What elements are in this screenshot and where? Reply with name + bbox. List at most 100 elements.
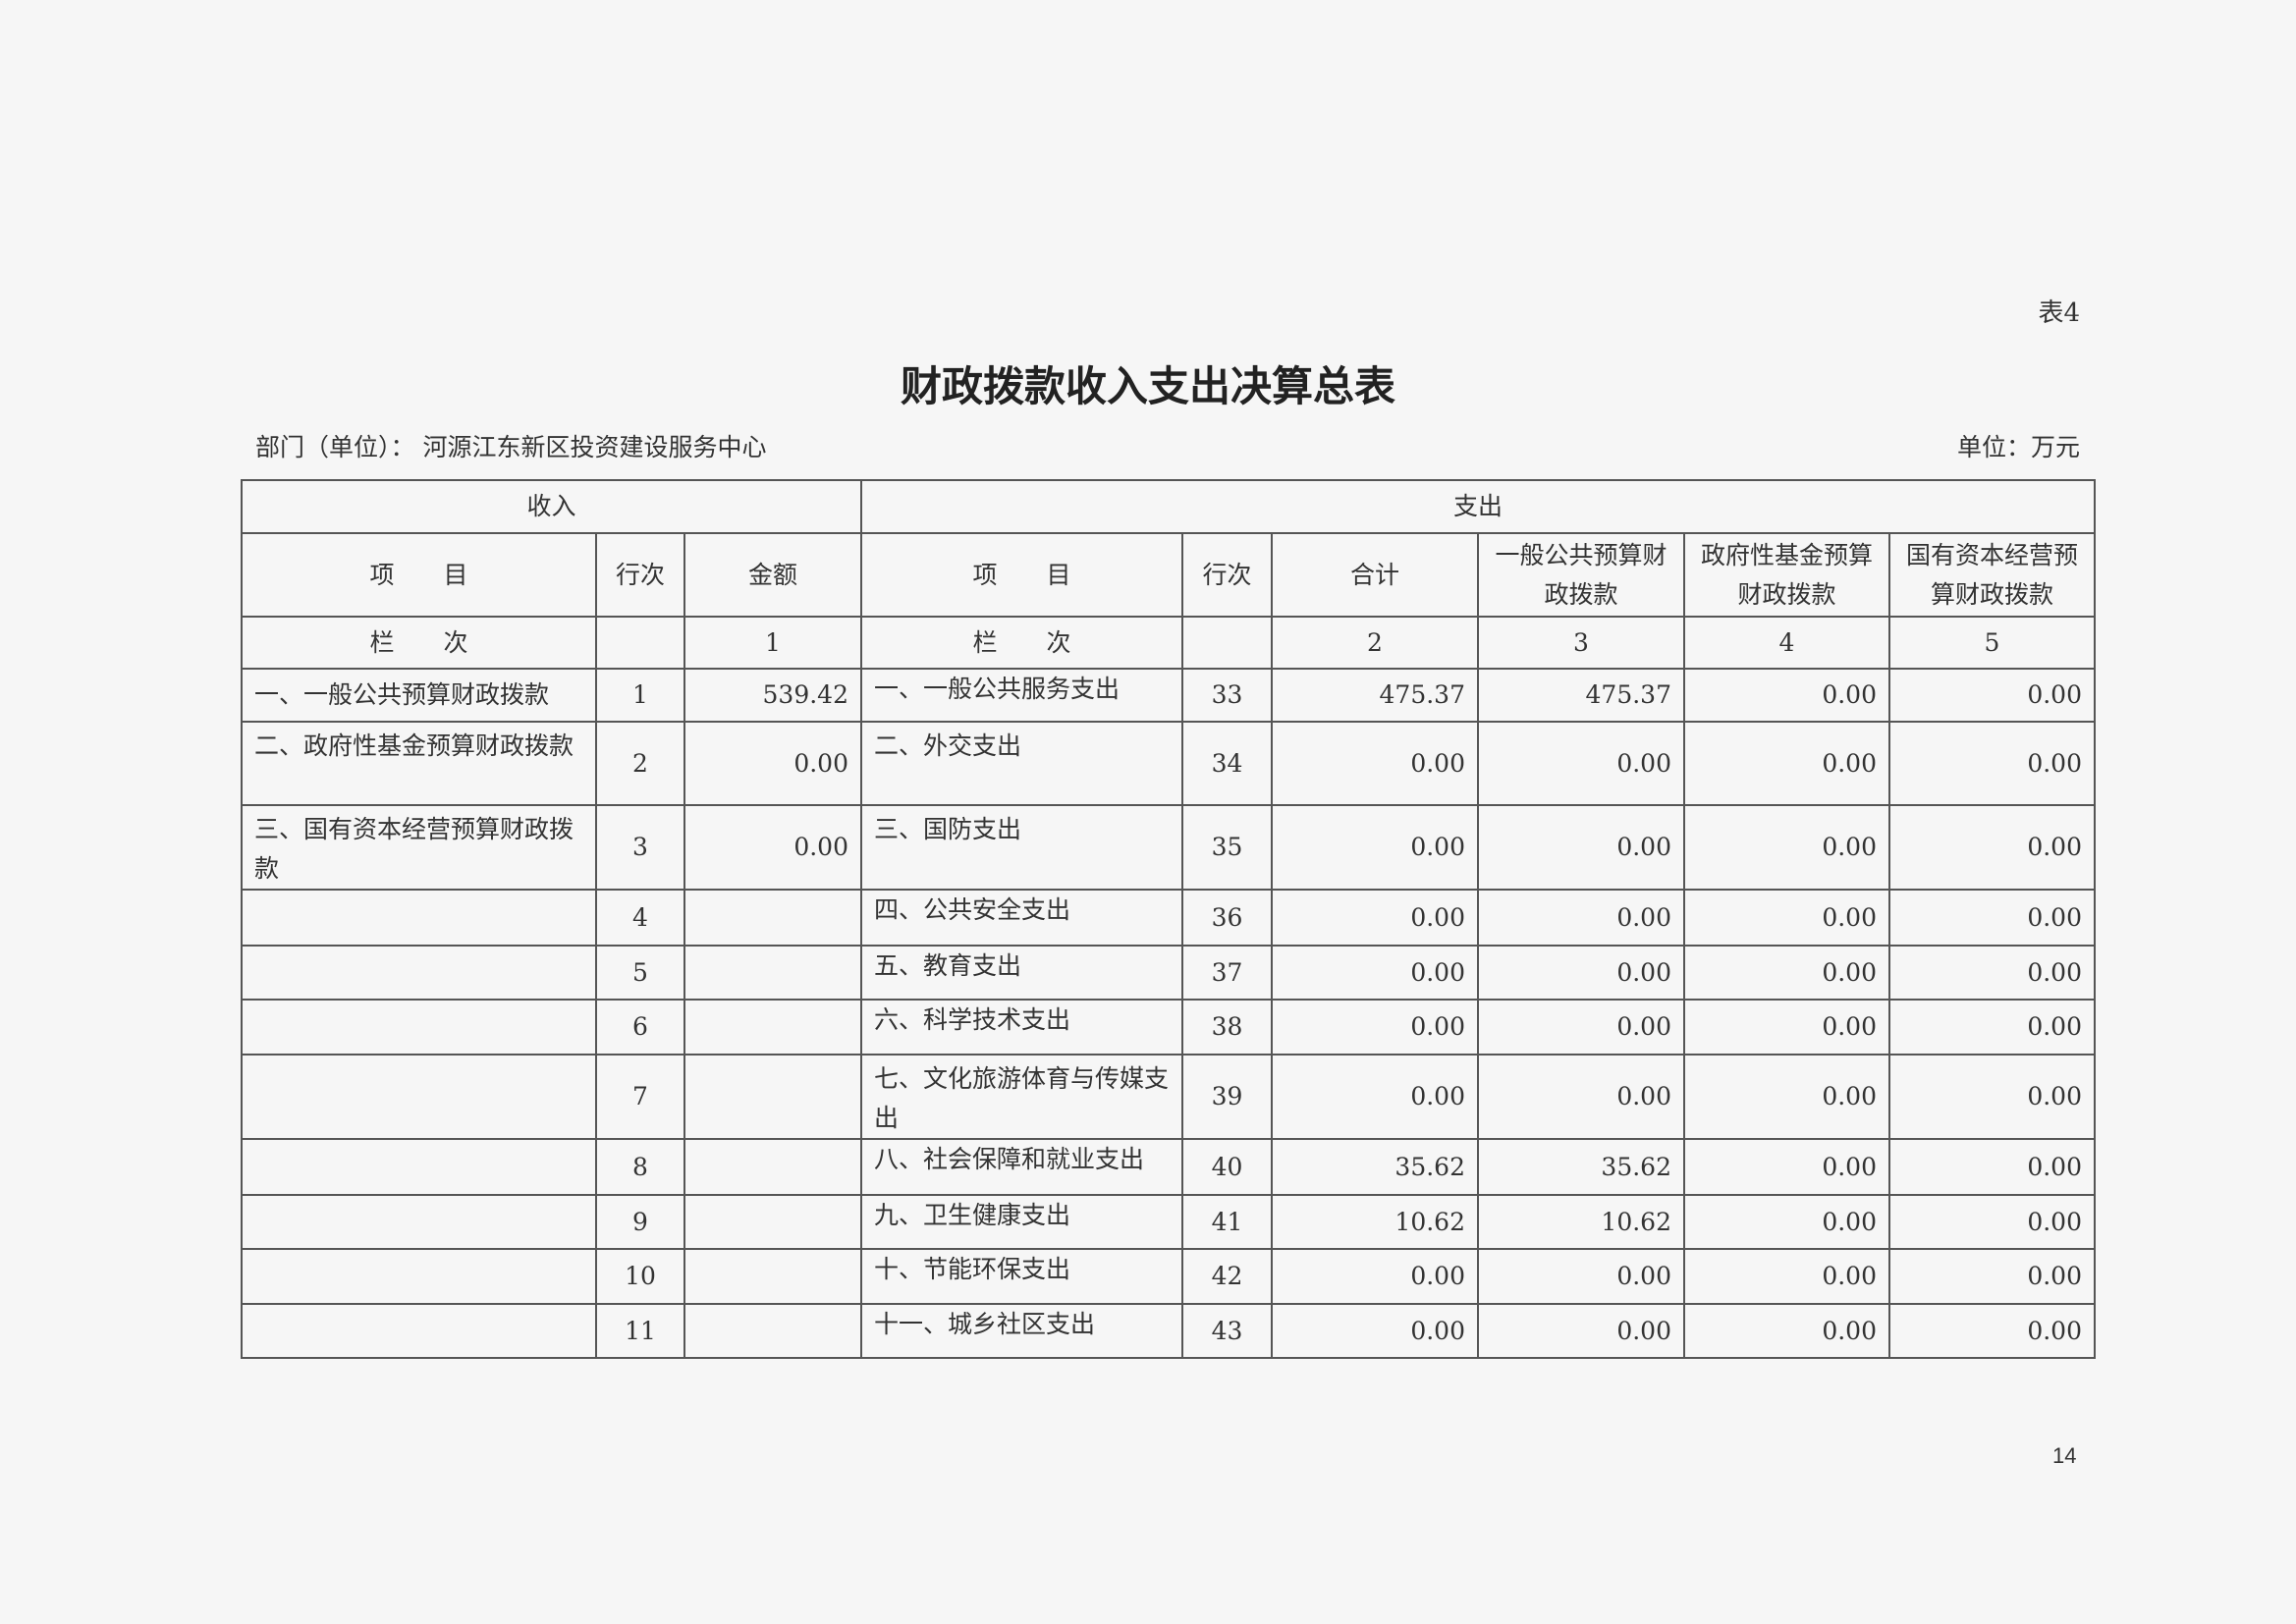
expense-item: 二、外交支出 [860, 721, 1183, 806]
table-row: 11 十一、城乡社区支出 43 0.00 0.00 0.00 0.00 [241, 1303, 2096, 1359]
expense-row-no-header: 行次 [1181, 532, 1273, 618]
state-capital-value: 0.00 [1888, 1303, 2096, 1359]
header-row-columns: 项 目 行次 金额 项 目 行次 合计 一般公共预算财政拨款 政府性基金预算财政… [241, 532, 2096, 618]
income-row-no: 8 [595, 1138, 685, 1196]
general-budget-value: 0.00 [1477, 1248, 1685, 1305]
income-row-no: 9 [595, 1194, 685, 1250]
total-value: 0.00 [1271, 945, 1479, 1001]
state-capital-value: 0.00 [1888, 945, 2096, 1001]
expense-column-label: 栏 次 [860, 616, 1183, 670]
state-capital-value: 0.00 [1888, 1054, 2096, 1140]
income-item [241, 1248, 597, 1305]
total-value: 10.62 [1271, 1194, 1479, 1250]
expense-item: 三、国防支出 [860, 804, 1183, 891]
table-number: 表4 [2038, 298, 2080, 328]
income-amount [683, 1054, 862, 1140]
expense-row-no: 41 [1181, 1194, 1273, 1250]
gov-fund-header: 政府性基金预算财政拨款 [1683, 532, 1890, 618]
general-budget-value: 10.62 [1477, 1194, 1685, 1250]
income-item [241, 1054, 597, 1140]
gov-fund-value: 0.00 [1683, 668, 1890, 723]
state-capital-value: 0.00 [1888, 1248, 2096, 1305]
expense-item-header: 项 目 [860, 532, 1183, 618]
expense-item: 四、公共安全支出 [860, 889, 1183, 947]
gov-fund-value: 0.00 [1683, 1248, 1890, 1305]
expense-row-no: 33 [1181, 668, 1273, 723]
table-row: 10 十、节能环保支出 42 0.00 0.00 0.00 0.00 [241, 1248, 2096, 1305]
total-value: 35.62 [1271, 1138, 1479, 1196]
empty-cell [1181, 616, 1273, 670]
total-value: 0.00 [1271, 804, 1479, 891]
income-item-header: 项 目 [241, 532, 597, 618]
income-row-no: 3 [595, 804, 685, 891]
gov-fund-value: 0.00 [1683, 721, 1890, 806]
income-row-no: 2 [595, 721, 685, 806]
income-amount [683, 945, 862, 1001]
page-number: 14 [2052, 1443, 2077, 1468]
gov-fund-value: 0.00 [1683, 945, 1890, 1001]
state-capital-value: 0.00 [1888, 999, 2096, 1056]
total-value: 0.00 [1271, 889, 1479, 947]
gov-fund-value: 0.00 [1683, 1138, 1890, 1196]
income-amount [683, 1248, 862, 1305]
income-row-no: 7 [595, 1054, 685, 1140]
page-title: 财政拨款收入支出决算总表 [900, 362, 1395, 410]
total-value: 0.00 [1271, 721, 1479, 806]
state-capital-value: 0.00 [1888, 1194, 2096, 1250]
table-row: 二、政府性基金预算财政拨款 2 0.00 二、外交支出 34 0.00 0.00 0.00 0.… [241, 721, 2096, 806]
income-amount [683, 1303, 862, 1359]
expense-row-no: 39 [1181, 1054, 1273, 1140]
income-item [241, 1303, 597, 1359]
income-row-no-header: 行次 [595, 532, 685, 618]
general-budget-value: 35.62 [1477, 1138, 1685, 1196]
general-budget-value: 0.00 [1477, 999, 1685, 1056]
expense-row-no: 35 [1181, 804, 1273, 891]
income-header: 收入 [241, 479, 862, 534]
gov-fund-value: 0.00 [1683, 804, 1890, 891]
general-budget-value: 0.00 [1477, 1054, 1685, 1140]
expense-item: 六、科学技术支出 [860, 999, 1183, 1056]
col-index-1: 1 [683, 616, 862, 670]
col-index-5: 5 [1888, 616, 2096, 670]
income-amount-header: 金额 [683, 532, 862, 618]
table-row: 8 八、社会保障和就业支出 40 35.62 35.62 0.00 0.00 [241, 1138, 2096, 1196]
income-column-label: 栏 次 [241, 616, 597, 670]
general-budget-value: 0.00 [1477, 804, 1685, 891]
income-amount [683, 999, 862, 1056]
table-row: 三、国有资本经营预算财政拨款 3 0.00 三、国防支出 35 0.00 0.00 0.00 0… [241, 804, 2096, 891]
gov-fund-value: 0.00 [1683, 1194, 1890, 1250]
general-budget-value: 475.37 [1477, 668, 1685, 723]
income-row-no: 1 [595, 668, 685, 723]
budget-table: 收入 支出 项 目 行次 金额 项 目 行次 合计 一般公共预算财政拨款 政府性… [241, 479, 2096, 1359]
expense-row-no: 43 [1181, 1303, 1273, 1359]
department-label: 部门（单位）： 河源江东新区投资建设服务中心 [255, 433, 767, 461]
expense-row-no: 34 [1181, 721, 1273, 806]
column-index-row: 栏 次 1 栏 次 2 3 4 5 [241, 616, 2096, 670]
income-amount: 539.42 [683, 668, 862, 723]
income-amount [683, 1138, 862, 1196]
total-value: 0.00 [1271, 1248, 1479, 1305]
total-value: 0.00 [1271, 1303, 1479, 1359]
state-capital-value: 0.00 [1888, 804, 2096, 891]
expense-row-no: 38 [1181, 999, 1273, 1056]
expense-row-no: 36 [1181, 889, 1273, 947]
table-row: 7 七、文化旅游体育与传媒支出 39 0.00 0.00 0.00 0.00 [241, 1054, 2096, 1140]
total-value: 475.37 [1271, 668, 1479, 723]
gov-fund-value: 0.00 [1683, 1054, 1890, 1140]
total-header: 合计 [1271, 532, 1479, 618]
expense-row-no: 40 [1181, 1138, 1273, 1196]
income-item: 三、国有资本经营预算财政拨款 [241, 804, 597, 891]
expense-item: 十一、城乡社区支出 [860, 1303, 1183, 1359]
expense-row-no: 42 [1181, 1248, 1273, 1305]
income-amount [683, 1194, 862, 1250]
general-budget-value: 0.00 [1477, 889, 1685, 947]
empty-cell [595, 616, 685, 670]
expense-item: 五、教育支出 [860, 945, 1183, 1001]
general-budget-value: 0.00 [1477, 721, 1685, 806]
unit-label: 单位：万元 [1956, 433, 2080, 461]
income-row-no: 10 [595, 1248, 685, 1305]
general-budget-value: 0.00 [1477, 1303, 1685, 1359]
expense-item: 十、节能环保支出 [860, 1248, 1183, 1305]
table-row: 4 四、公共安全支出 36 0.00 0.00 0.00 0.00 [241, 889, 2096, 947]
income-row-no: 4 [595, 889, 685, 947]
